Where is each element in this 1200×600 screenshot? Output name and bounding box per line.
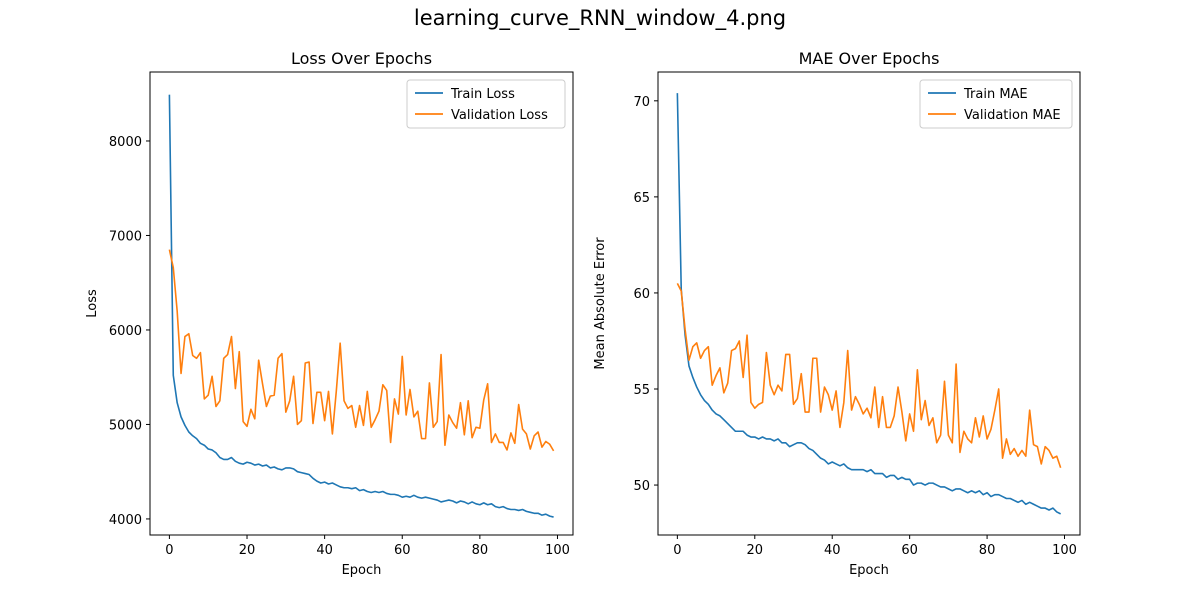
series-line-train-mae [676,93,1061,515]
x-axis-label: Epoch [849,563,889,578]
x-tick-label: 0 [165,543,173,558]
mae-chart: MAE Over Epochs 0 20 40 60 80 100 50 55 60 65 70 Epo… [593,49,1081,578]
legend-label-validation-loss: Validation Loss [451,108,548,123]
y-tick-label: 8000 [109,135,142,150]
y-tick-label: 60 [633,287,650,302]
x-axis-label: Epoch [342,563,382,578]
x-tick-label: 40 [316,543,333,558]
legend-label-train-mae: Train MAE [963,87,1028,102]
figure-title: learning_curve_RNN_window_4.png [413,6,787,30]
legend-box [406,79,566,129]
series-line-train-loss [168,94,554,518]
legend-label-train-loss: Train Loss [450,87,515,102]
x-tick-label: 20 [239,543,256,558]
y-tick-label: 65 [633,191,650,206]
legend: Train Loss Validation Loss [406,79,566,129]
x-tick-label: 100 [1052,543,1077,558]
series-line-validation-loss [168,249,555,452]
series-line-validation-mae [676,282,1062,469]
y-tick-label: 50 [633,479,650,494]
y-axis-label: Loss [85,289,100,318]
x-tick-label: 40 [824,543,841,558]
chart-title: MAE Over Epochs [799,49,940,68]
y-tick-label: 55 [633,383,650,398]
legend: Train MAE Validation MAE [919,79,1073,129]
legend-label-validation-mae: Validation MAE [964,108,1061,123]
x-tick-label: 60 [901,543,918,558]
plot-frame [149,71,574,536]
x-tick-label: 0 [673,543,681,558]
x-tick-label: 60 [394,543,411,558]
chart-title: Loss Over Epochs [291,49,432,68]
x-tick-label: 80 [472,543,489,558]
x-tick-label: 20 [747,543,764,558]
loss-chart: Loss Over Epochs 0 20 40 60 80 100 4000 5000 6000… [85,49,574,578]
y-axis-label: Mean Absolute Error [593,237,608,370]
x-tick-label: 80 [979,543,996,558]
x-tick-label: 100 [545,543,570,558]
y-tick-label: 5000 [109,418,142,433]
plot-frame [657,71,1081,536]
legend-box [919,79,1073,129]
y-tick-label: 4000 [109,513,142,528]
y-tick-label: 6000 [109,324,142,339]
y-tick-label: 7000 [109,229,142,244]
y-tick-label: 70 [633,95,650,110]
